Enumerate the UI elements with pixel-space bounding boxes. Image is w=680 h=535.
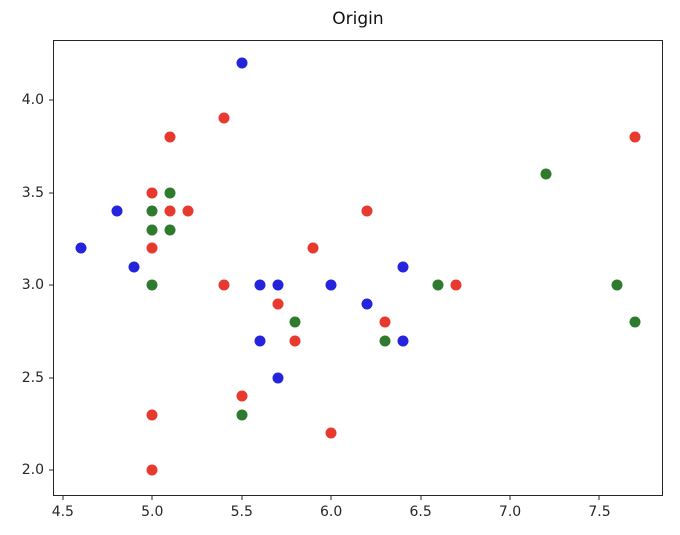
y-tick-label: 4.0	[21, 91, 44, 108]
scatter-point-red	[146, 409, 158, 421]
y-tick-mark	[49, 469, 53, 471]
y-tick-mark	[49, 192, 53, 194]
scatter-point-red	[146, 187, 158, 199]
x-tick-mark	[420, 496, 422, 500]
scatter-point-red	[379, 316, 391, 328]
scatter-point-green	[629, 316, 641, 328]
scatter-point-blue	[111, 205, 122, 217]
scatter-point-green	[432, 279, 444, 291]
scatter-point-blue	[75, 242, 87, 254]
scatter-point-green	[236, 409, 248, 421]
scatter-point-red	[164, 205, 176, 217]
x-tick-label: 6.5	[409, 504, 432, 520]
scatter-point-red	[629, 131, 641, 143]
x-tick-mark	[598, 496, 600, 500]
scatter-point-red	[450, 279, 462, 291]
x-tick-mark	[330, 496, 332, 500]
x-tick-mark	[509, 496, 511, 500]
scatter-point-green	[146, 205, 158, 217]
y-tick-label: 3.5	[21, 184, 44, 201]
scatter-point-green	[289, 316, 301, 328]
scatter-point-green	[146, 224, 158, 236]
x-tick-label: 5.5	[230, 504, 253, 520]
scatter-point-blue	[272, 279, 283, 291]
scatter-point-red	[289, 335, 301, 347]
scatter-point-green	[540, 168, 552, 180]
scatter-point-green	[146, 279, 158, 291]
chart-title: Origin	[332, 9, 384, 29]
scatter-point-blue	[254, 335, 266, 347]
x-tick-mark	[62, 496, 64, 500]
scatter-point-blue	[397, 261, 409, 273]
scatter-point-green	[164, 224, 176, 236]
x-tick-label: 4.5	[51, 504, 74, 520]
scatter-point-blue	[254, 279, 266, 291]
scatter-point-red	[325, 427, 337, 439]
scatter-point-blue	[361, 298, 373, 310]
scatter-point-blue	[397, 335, 409, 347]
scatter-point-red	[307, 242, 319, 254]
x-tick-label: 7.5	[588, 504, 611, 520]
scatter-point-blue	[236, 57, 248, 69]
scatter-point-red	[272, 298, 283, 310]
scatter-point-red	[236, 390, 248, 402]
scatter-point-red	[164, 131, 176, 143]
y-tick-mark	[49, 99, 53, 101]
scatter-point-red	[182, 205, 194, 217]
scatter-point-blue	[272, 372, 283, 384]
scatter-point-red	[361, 205, 373, 217]
y-tick-label: 2.5	[21, 369, 44, 386]
x-tick-mark	[151, 496, 153, 500]
scatter-point-red	[218, 279, 230, 291]
scatter-point-red	[146, 464, 158, 476]
scatter-point-green	[611, 279, 623, 291]
y-tick-mark	[49, 284, 53, 286]
scatter-point-green	[164, 187, 176, 199]
scatter-point-red	[218, 112, 230, 124]
y-tick-label: 3.0	[21, 277, 44, 294]
scatter-point-red	[146, 242, 158, 254]
x-tick-label: 5.0	[141, 504, 164, 520]
x-tick-mark	[241, 496, 243, 500]
plot-area	[53, 40, 663, 496]
x-tick-label: 6.0	[320, 504, 343, 520]
y-tick-mark	[49, 377, 53, 379]
y-tick-label: 2.0	[21, 462, 44, 479]
scatter-point-green	[379, 335, 391, 347]
x-tick-label: 7.0	[498, 504, 522, 520]
scatter-point-blue	[128, 261, 140, 273]
scatter-point-blue	[325, 279, 337, 291]
